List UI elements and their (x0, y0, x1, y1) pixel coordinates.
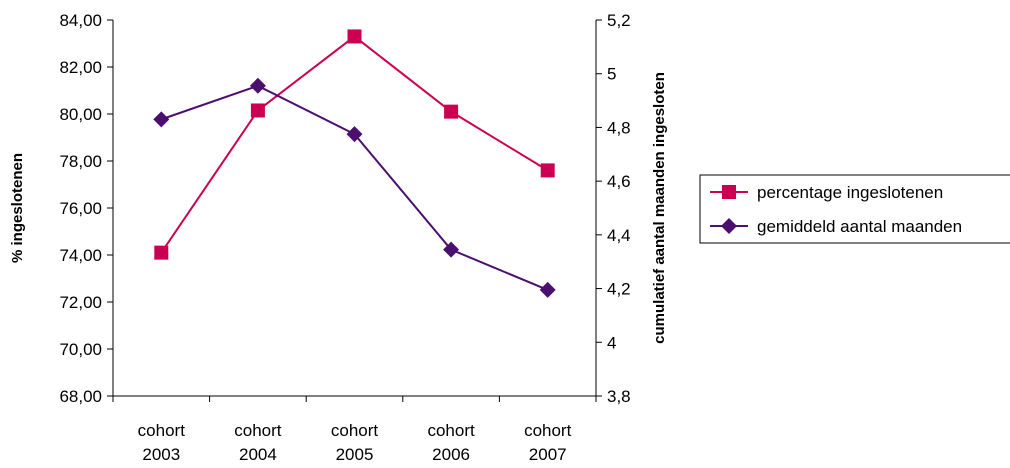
legend-marker (721, 218, 737, 234)
series-line (160, 35, 549, 254)
data-point (153, 111, 170, 128)
right-tick-label: 5,2 (607, 11, 631, 30)
legend-box (699, 174, 1010, 244)
x-category-label: cohort (331, 421, 379, 440)
x-category-label: cohort (427, 421, 475, 440)
right-axis-ticks: 3,8 4 4,2 4,4 4,6 4,8 5 5,2 (596, 11, 631, 406)
x-category-label: 2006 (432, 445, 470, 464)
x-category-label: cohort (138, 421, 186, 440)
x-category-label: cohort (524, 421, 572, 440)
x-category-label: 2004 (239, 445, 277, 464)
data-point (540, 163, 555, 178)
right-tick-label: 3,8 (607, 387, 631, 406)
left-tick-label: 68,00 (59, 387, 102, 406)
series-layer (153, 29, 556, 298)
x-category-label: cohort (234, 421, 282, 440)
legend-label: percentage ingeslotenen (757, 183, 943, 202)
x-category-label: 2005 (336, 445, 374, 464)
right-tick-label: 4,4 (607, 226, 631, 245)
data-point (443, 241, 460, 258)
x-category-label: 2003 (142, 445, 180, 464)
data-point (444, 104, 459, 119)
data-point (539, 281, 556, 298)
legend-marker (722, 185, 736, 199)
left-tick-label: 78,00 (59, 152, 102, 171)
right-tick-label: 4,6 (607, 172, 631, 191)
data-point (250, 103, 265, 118)
left-tick-label: 70,00 (59, 340, 102, 359)
data-point (346, 126, 363, 143)
plot-frame (112, 20, 597, 397)
left-tick-label: 82,00 (59, 58, 102, 77)
left-tick-label: 76,00 (59, 199, 102, 218)
left-axis-ticks: 68,00 70,00 72,00 74,00 76,00 78,00 80,00 82,00… (59, 11, 113, 406)
data-point (154, 245, 169, 260)
right-tick-label: 4 (607, 333, 616, 352)
right-tick-label: 4,2 (607, 280, 631, 299)
legend-label: gemiddeld aantal maanden (757, 217, 962, 236)
right-axis-title: cumulatief aantal maanden ingesloten (651, 72, 668, 344)
left-axis-title: % ingeslotenen (9, 153, 26, 263)
left-tick-label: 84,00 (59, 11, 102, 30)
x-category-label: 2007 (529, 445, 567, 464)
left-tick-label: 74,00 (59, 246, 102, 265)
series-line (160, 84, 549, 291)
right-tick-label: 5 (607, 65, 616, 84)
data-point (249, 77, 266, 94)
left-tick-label: 80,00 (59, 105, 102, 124)
left-tick-label: 72,00 (59, 293, 102, 312)
x-axis-ticks: cohort 2003 cohort 2004 cohort 2005 cohort 2006… (112, 396, 597, 464)
right-tick-label: 4,8 (607, 118, 631, 137)
data-point (347, 29, 362, 44)
legend: percentage ingeslotenen gemiddeld aantal … (699, 174, 1010, 244)
